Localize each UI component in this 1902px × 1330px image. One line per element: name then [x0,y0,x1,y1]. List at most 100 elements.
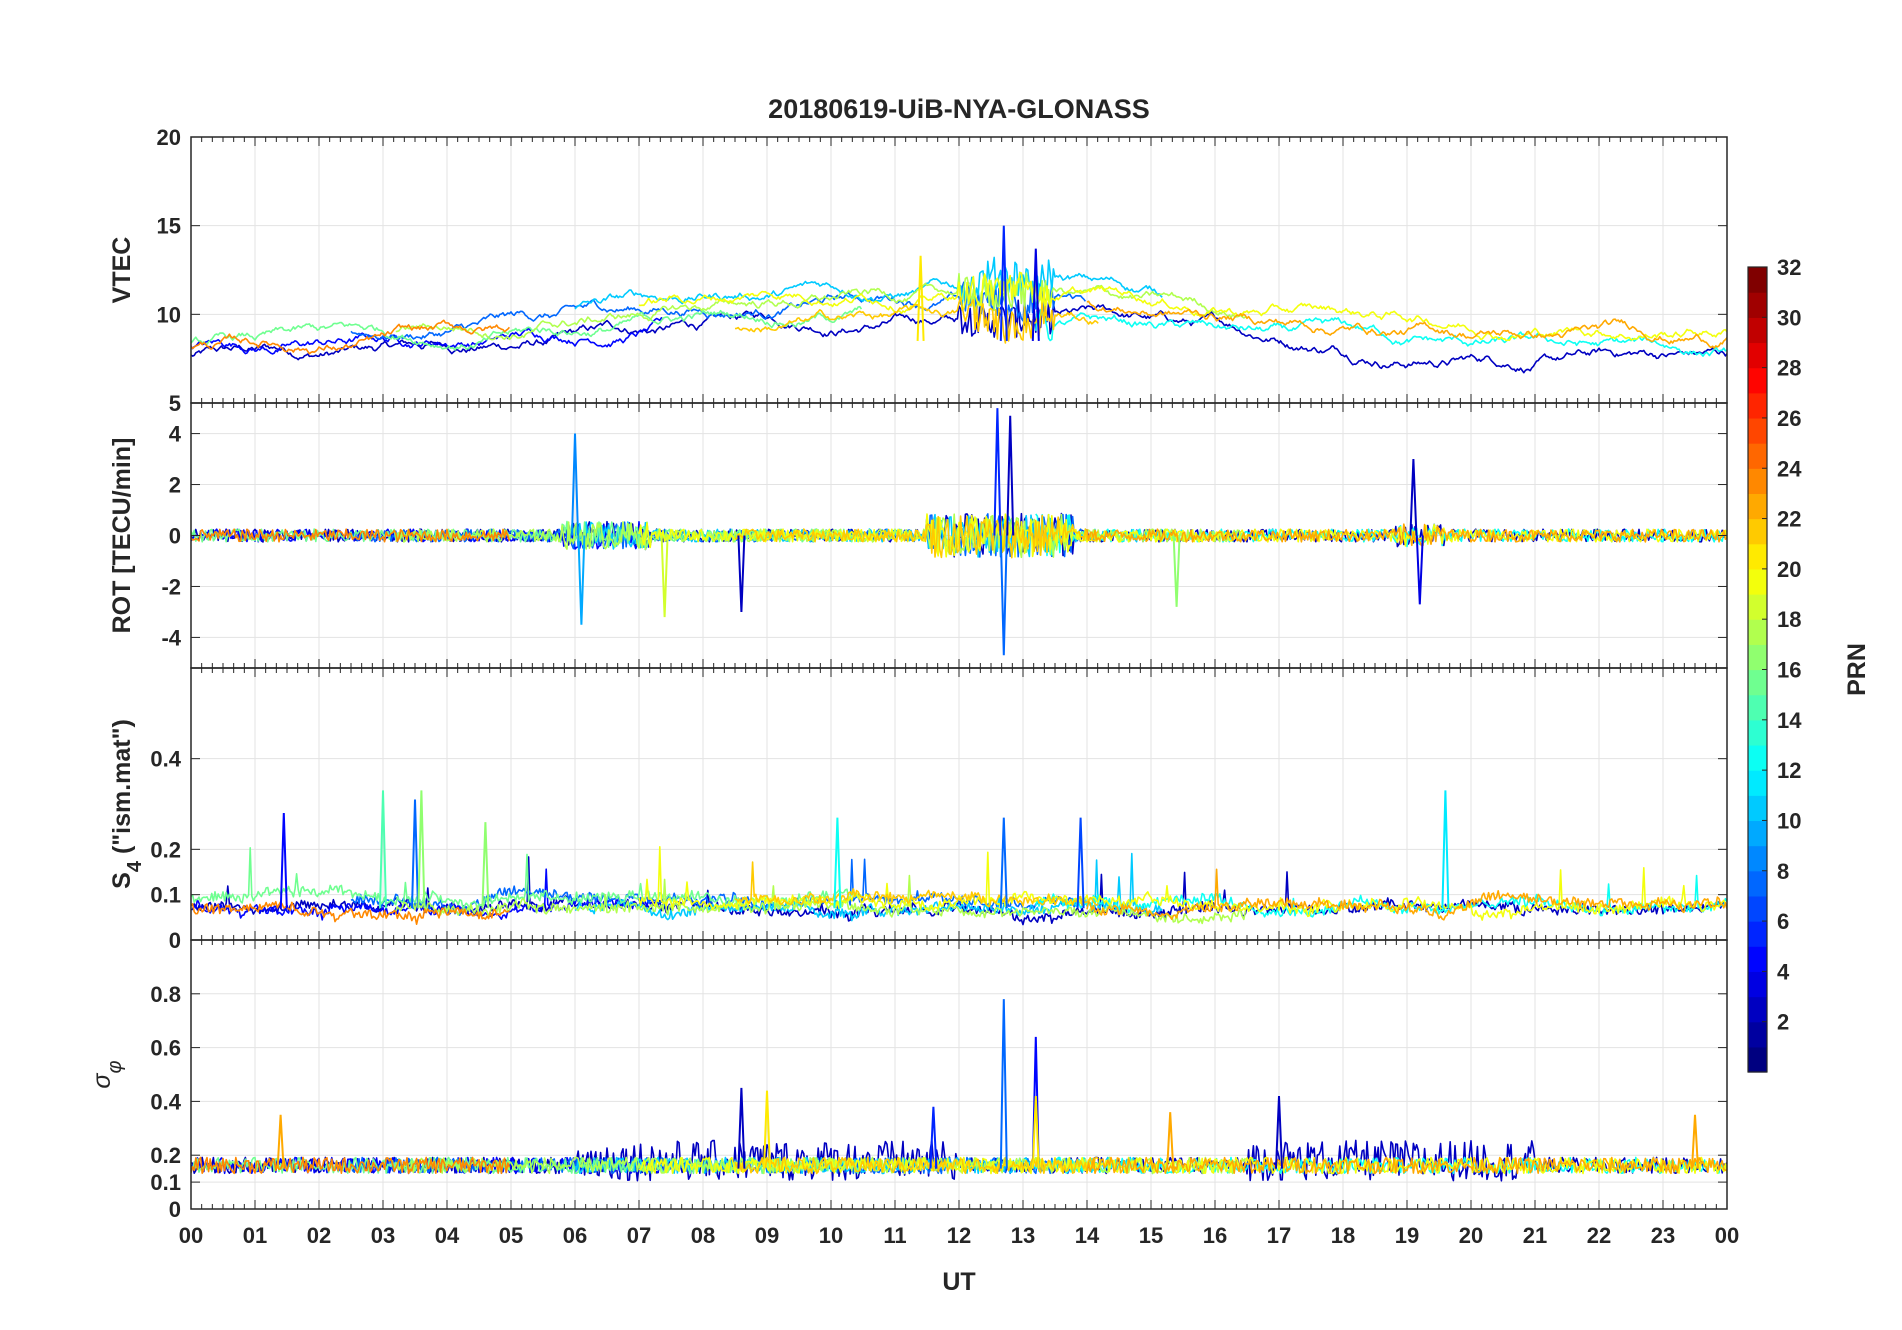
x-tick-label: 18 [1331,1223,1355,1248]
colorbar-segment [1748,870,1767,897]
y-tick-label: 0.8 [150,982,181,1007]
x-tick-label: 00 [179,1223,203,1248]
y-tick-label: 0.1 [150,883,181,908]
spike-prn-3 [1275,1095,1283,1169]
colorbar-segment [1748,820,1767,847]
x-tick-label: 03 [371,1223,395,1248]
spike-prn-17 [481,822,490,909]
colorbar-tick-label: 22 [1777,507,1801,532]
y-label-main: σ [88,1073,116,1089]
x-tick-label: 14 [1075,1223,1100,1248]
y-tick-label: 0.2 [150,1143,181,1168]
series-line-prn-18 [395,272,1246,341]
colorbar-segment [1748,417,1767,444]
series-line-prn-23 [1086,1156,1727,1175]
x-tick-label: 17 [1267,1223,1291,1248]
colorbar-tick-label: 32 [1777,255,1801,280]
spike-prn-3 [737,1087,746,1169]
y-axis-label-sigma: σφ [88,1060,126,1088]
colorbar-segment [1748,342,1767,369]
spike-prn-3 [1409,459,1418,536]
colorbar-segment [1748,795,1767,822]
y-tick-label: 5 [169,391,181,416]
series-line-prn-5 [191,316,664,355]
colorbar-segment [1748,468,1767,495]
y-label-sub: 4 [124,860,146,872]
colorbar-segment [1748,543,1767,570]
y-label-rest: ("ism.mat") [108,719,136,861]
x-tick-label: 07 [627,1223,651,1248]
series-group [191,790,1727,926]
colorbar-tick-label: 26 [1777,406,1801,431]
colorbar-segment [1748,1021,1767,1048]
y-tick-label: 20 [157,125,181,150]
colorbar-tick-label: 6 [1777,909,1789,934]
colorbar-segment [1748,845,1767,872]
spike-prn-10 [577,535,586,625]
colorbar-label: PRN [1843,643,1871,696]
colorbar-tick-label: 24 [1777,456,1802,481]
spike-prn-9 [571,433,579,536]
x-tick-label: 11 [883,1223,906,1248]
x-tick-label: 12 [947,1223,971,1248]
x-tick-label: 05 [499,1223,523,1248]
spike-prn-6 [929,1106,938,1169]
series-line-prn-16 [191,305,863,351]
colorbar-segment [1748,694,1767,721]
colorbar-segment [1748,1046,1767,1073]
x-tick-label: 22 [1587,1223,1611,1248]
colorbar-segment [1748,367,1767,394]
colorbar-segment [1748,392,1767,419]
spike-prn-3 [1006,415,1015,536]
y-axis-label-s4: S4 ("ism.mat") [108,719,146,889]
spike-prn-6 [993,408,1002,536]
spike-prn-23 [1166,1112,1175,1169]
spike-prn-6 [999,225,1008,341]
series-line-prn-23 [1086,523,1727,547]
spike-prn-4 [1415,535,1424,605]
x-tick-label: 00 [1715,1223,1739,1248]
spike-prn-17 [417,790,426,909]
colorbar-segment [1748,619,1767,645]
x-tick-label: 06 [563,1223,587,1248]
colorbar-tick-label: 2 [1777,1010,1789,1035]
series-line-prn-22 [734,861,1099,908]
panel-s4: 00.10.20.4S4 ("ism.mat") [108,667,1728,953]
spike-prn-8 [999,999,1008,1169]
colorbar-tick-label: 28 [1777,356,1801,381]
colorbar-segment [1748,921,1767,947]
panel-rot: -4 -2 0 2 4 ROT [TECU/min] [108,402,1728,669]
x-tick-label: 09 [755,1223,779,1248]
colorbar-tick-label: 12 [1777,758,1801,783]
y-tick-label: 0 [169,524,181,549]
spike-prn-19 [660,535,669,618]
spike-prn-12 [1441,790,1450,909]
y-label-main: S [108,872,136,889]
colorbar-segment [1748,518,1767,545]
spike-prn-3 [737,535,746,612]
x-tick-label: 01 [243,1223,267,1248]
colorbar-segment [1748,669,1767,696]
x-tick-label: 10 [819,1223,843,1248]
y-tick-label: 0.4 [150,747,181,772]
colorbar-segment [1748,594,1767,620]
spike-prn-21 [763,1090,771,1169]
spike-prn-23 [276,1114,285,1169]
y-label-sub: φ [104,1060,126,1073]
colorbar-tick-label: 20 [1777,557,1801,582]
spike-prn-8 [411,799,419,909]
colorbar-segment [1748,971,1767,998]
colorbar-segment [1748,770,1767,796]
y-tick-label: -2 [161,574,181,599]
colorbar-segment [1748,744,1767,771]
colorbar-tick-label: 14 [1777,708,1802,733]
x-tick-label: 16 [1203,1223,1227,1248]
colorbar-segment [1748,267,1767,293]
colorbar-tick-label: 8 [1777,859,1789,884]
y-tick-label: 0 [169,928,181,953]
colorbar-segment [1748,292,1767,318]
series-line-prn-24 [191,528,511,543]
series-line-prn-18 [395,1156,1247,1175]
